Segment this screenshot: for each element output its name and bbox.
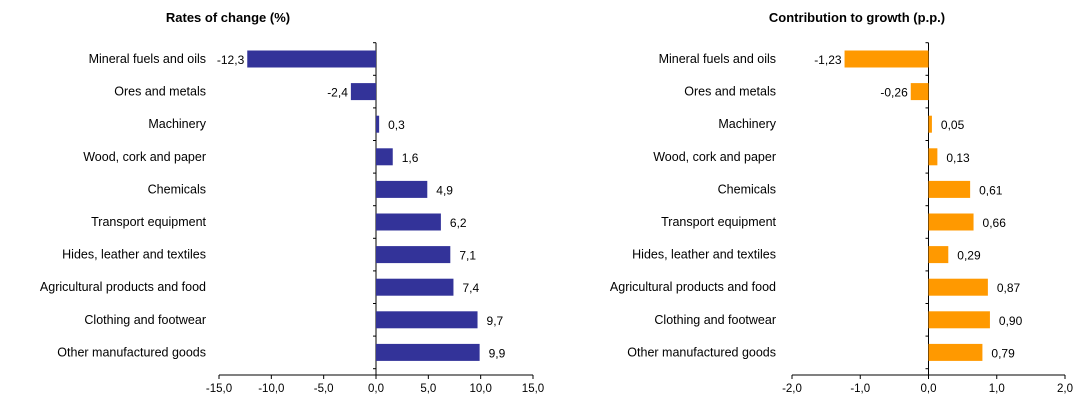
right-value-label: 0,61 bbox=[979, 183, 1003, 197]
right-x-tick-label: 1,0 bbox=[989, 383, 1005, 395]
right-x-tick-label: 2,0 bbox=[1057, 383, 1073, 395]
right-bar bbox=[928, 115, 932, 133]
left-bar bbox=[376, 115, 380, 133]
right-bar bbox=[928, 180, 971, 198]
left-bar bbox=[376, 180, 428, 198]
left-value-label: -12,3 bbox=[217, 53, 245, 67]
right-x-tick-label: -2,0 bbox=[782, 383, 802, 395]
right-value-label: 0,13 bbox=[946, 151, 970, 165]
right-category-label: Clothing and footwear bbox=[654, 313, 776, 327]
left-value-label: 9,9 bbox=[489, 346, 506, 360]
right-bar bbox=[928, 343, 983, 361]
left-x-tick-label: 15,0 bbox=[522, 383, 544, 395]
right-bar bbox=[928, 311, 990, 329]
right-bar bbox=[928, 278, 988, 296]
left-category-label: Agricultural products and food bbox=[40, 280, 206, 294]
left-bar bbox=[376, 311, 478, 329]
left-category-label: Machinery bbox=[148, 117, 206, 131]
right-bar bbox=[910, 83, 929, 101]
chart-left: -15,0 -10,0 -5,0 0,0 5,0 10,0 15,0 Mineral fuel… bbox=[40, 42, 544, 395]
left-bar bbox=[376, 278, 454, 296]
left-value-label: 4,9 bbox=[436, 183, 453, 197]
left-value-label: 7,1 bbox=[459, 249, 476, 263]
left-category-label: Hides, leather and textiles bbox=[62, 248, 206, 262]
right-bar bbox=[928, 148, 938, 166]
right-category-label: Hides, leather and textiles bbox=[632, 248, 776, 262]
left-category-label: Clothing and footwear bbox=[84, 313, 206, 327]
left-bar bbox=[247, 50, 376, 68]
right-bar bbox=[928, 246, 949, 264]
right-value-label: 0,79 bbox=[991, 346, 1015, 360]
right-bar bbox=[844, 50, 929, 68]
left-value-label: 1,6 bbox=[402, 151, 419, 165]
right-value-label: -1,23 bbox=[814, 53, 842, 67]
left-category-label: Other manufactured goods bbox=[57, 345, 206, 359]
left-category-label: Ores and metals bbox=[114, 85, 206, 99]
right-value-label: 0,29 bbox=[957, 249, 981, 263]
left-category-label: Mineral fuels and oils bbox=[89, 52, 206, 66]
chart-right-title: Contribution to growth (p.p.) bbox=[769, 10, 945, 25]
left-bar bbox=[376, 343, 480, 361]
right-category-label: Mineral fuels and oils bbox=[659, 52, 776, 66]
right-value-label: -0,26 bbox=[880, 86, 908, 100]
left-value-label: 7,4 bbox=[462, 281, 479, 295]
left-bar bbox=[376, 148, 393, 166]
left-x-tick-label: 5,0 bbox=[420, 383, 436, 395]
right-value-label: 0,66 bbox=[983, 216, 1007, 230]
left-value-label: 9,7 bbox=[487, 314, 504, 328]
left-category-label: Wood, cork and paper bbox=[83, 150, 206, 164]
right-category-label: Machinery bbox=[718, 117, 776, 131]
left-bar bbox=[376, 213, 441, 231]
right-value-label: 0,87 bbox=[997, 281, 1021, 295]
left-bar bbox=[350, 83, 376, 101]
left-value-label: 6,2 bbox=[450, 216, 467, 230]
right-category-label: Agricultural products and food bbox=[610, 280, 776, 294]
right-bar bbox=[928, 213, 974, 231]
left-x-tick-label: -10,0 bbox=[258, 383, 284, 395]
right-category-label: Other manufactured goods bbox=[627, 345, 776, 359]
right-category-label: Transport equipment bbox=[661, 215, 776, 229]
left-x-tick-label: 10,0 bbox=[469, 383, 491, 395]
left-value-label: 0,3 bbox=[388, 118, 405, 132]
left-x-tick-label: -5,0 bbox=[314, 383, 334, 395]
left-category-label: Chemicals bbox=[148, 182, 206, 196]
left-x-tick-label: 0,0 bbox=[368, 383, 384, 395]
left-bar bbox=[376, 246, 451, 264]
chart-right: -2,0 -1,0 0,0 1,0 2,0 Mineral fuels and oils -… bbox=[610, 42, 1073, 395]
right-value-label: 0,05 bbox=[941, 118, 965, 132]
right-x-tick-label: 0,0 bbox=[921, 383, 937, 395]
right-category-label: Ores and metals bbox=[684, 85, 776, 99]
right-category-label: Chemicals bbox=[718, 182, 776, 196]
left-x-tick-label: -15,0 bbox=[206, 383, 232, 395]
chart-left-title: Rates of change (%) bbox=[166, 10, 290, 25]
right-value-label: 0,90 bbox=[999, 314, 1023, 328]
right-category-label: Wood, cork and paper bbox=[653, 150, 776, 164]
right-x-tick-label: -1,0 bbox=[850, 383, 870, 395]
left-value-label: -2,4 bbox=[327, 86, 348, 100]
left-category-label: Transport equipment bbox=[91, 215, 206, 229]
